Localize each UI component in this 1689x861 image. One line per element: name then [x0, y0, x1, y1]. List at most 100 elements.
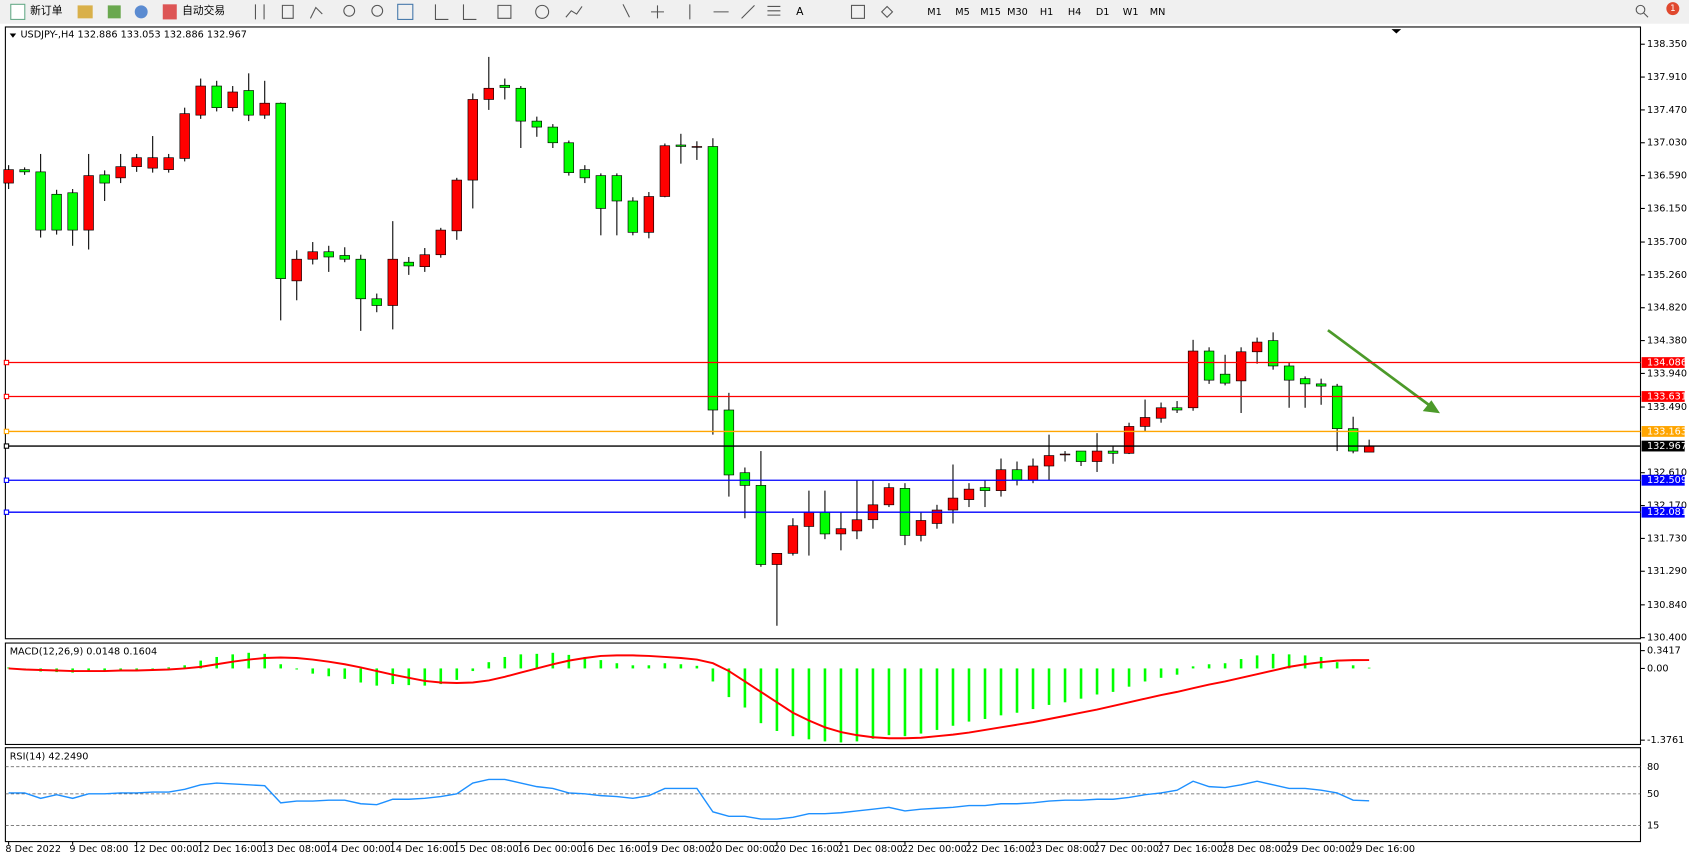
candle-body	[67, 192, 78, 231]
candle-body	[291, 258, 302, 282]
price-label-bg	[1641, 426, 1685, 437]
notification-badge[interactable]	[1666, 2, 1680, 16]
macd-bar	[519, 654, 523, 669]
candle-body	[1155, 407, 1167, 419]
price-label-bg	[1641, 474, 1685, 486]
macd-bar	[1223, 663, 1227, 669]
tool-A[interactable]: A	[796, 5, 804, 18]
x-tick-label: 14 Dec 00:00	[326, 844, 391, 855]
timeframe-button[interactable]: MN	[1150, 7, 1166, 18]
timeframe-button[interactable]: M5	[955, 7, 970, 18]
x-tick-label: 29 Dec 00:00	[1286, 844, 1351, 855]
chart-type-icons[interactable]	[254, 4, 323, 20]
x-tick-label: 13 Dec 08:00	[261, 844, 326, 855]
arrows-icon[interactable]	[880, 5, 894, 19]
macd-bar	[135, 668, 138, 670]
macd-bar	[1031, 668, 1035, 710]
macd-bar	[215, 656, 218, 669]
timeframe-button[interactable]: W1	[1123, 7, 1139, 18]
macd-bar	[439, 668, 443, 685]
price-label: 134.086	[1647, 358, 1687, 369]
candle-body	[979, 487, 991, 491]
signal-line	[8, 654, 1370, 740]
toolbar-icon[interactable]	[77, 5, 93, 19]
toolbar-icon[interactable]	[134, 5, 148, 19]
periods-icon[interactable]	[535, 4, 550, 19]
macd-bar	[1335, 662, 1339, 669]
candle-body	[387, 258, 398, 306]
macd-bar	[375, 668, 379, 686]
line-anchor	[3, 428, 10, 435]
toolbar: 新订单 自动交易 A 1 M1 M5 M15 M30 H1 H4 D1 W1 MN	[0, 0, 1689, 24]
y-tick-label: 131.290	[1647, 566, 1687, 577]
y-tick-label: 133.490	[1647, 402, 1687, 413]
macd-bar	[1079, 668, 1083, 699]
timeframe-button[interactable]: D1	[1096, 7, 1110, 18]
candle-body	[1315, 383, 1327, 387]
candle-body	[771, 553, 783, 565]
macd-bar	[183, 665, 186, 669]
tile-icon[interactable]	[397, 3, 414, 20]
macd-bar	[1143, 668, 1147, 682]
macd-bar	[7, 667, 10, 669]
x-tick-label: 27 Dec 16:00	[1158, 844, 1223, 855]
price-label-bg	[1641, 357, 1685, 368]
candle-body	[915, 520, 927, 536]
candle-body	[675, 144, 687, 147]
candle-body	[611, 175, 623, 202]
macd-bar	[1271, 653, 1275, 669]
timeframe-button[interactable]: M15	[980, 7, 1001, 18]
timeframe-button[interactable]: H4	[1068, 7, 1081, 18]
candle-body	[147, 157, 158, 169]
price-label-bg	[1641, 440, 1685, 452]
macd-bar	[791, 668, 795, 737]
macd-bar	[1239, 659, 1243, 669]
new-order-icon[interactable]	[10, 3, 26, 20]
candle-body	[35, 171, 46, 231]
candle-body	[1235, 351, 1247, 382]
macd-bar	[279, 664, 283, 669]
price-label-bg	[1641, 506, 1685, 518]
candle-body	[579, 169, 591, 179]
macd-bar	[1095, 668, 1099, 695]
x-tick-label: 19 Dec 08:00	[646, 844, 711, 855]
macd-bar	[919, 668, 923, 734]
text-label-icon[interactable]	[850, 4, 865, 19]
line-anchor	[3, 393, 10, 400]
toolbar-icon[interactable]	[107, 5, 121, 19]
search-icon[interactable]	[1635, 4, 1646, 15]
macd-bar	[1191, 666, 1195, 669]
macd-bar	[391, 668, 395, 685]
y-tick-label: -1.3761	[1647, 735, 1684, 746]
new-order-button[interactable]: 新订单	[30, 4, 63, 17]
timeframe-button[interactable]: M1	[927, 7, 942, 18]
macd-bar	[487, 662, 491, 669]
x-tick-label: 21 Dec 08:00	[838, 844, 903, 855]
candle-body	[1027, 465, 1039, 481]
price-label: 132.967	[1647, 441, 1687, 452]
zoom-out[interactable]	[371, 4, 384, 17]
timeframe-button[interactable]: H1	[1040, 7, 1053, 18]
x-tick-label: 9 Dec 08:00	[69, 844, 128, 855]
y-tick-label: 50	[1647, 789, 1659, 800]
candle-body	[1171, 407, 1183, 411]
zoom-in[interactable]	[343, 4, 356, 17]
x-tick-label: 22 Dec 00:00	[902, 844, 967, 855]
candle-body	[483, 87, 494, 100]
macd-bar	[855, 668, 859, 742]
candle-body	[515, 87, 526, 122]
price-label-bg	[1641, 391, 1685, 402]
macd-bar	[119, 668, 122, 671]
tool-icons[interactable]	[434, 4, 781, 20]
auto-trading-icon[interactable]	[162, 4, 177, 20]
x-tick-label: 14 Dec 16:00	[390, 844, 455, 855]
symbol-menu-arrow[interactable]	[9, 33, 17, 38]
auto-trading-button[interactable]: 自动交易	[182, 4, 225, 17]
candle-body	[803, 511, 815, 527]
candle-body	[947, 497, 959, 511]
macd-bar	[775, 668, 779, 731]
macd-bar	[1255, 655, 1259, 669]
candle-body	[627, 200, 639, 233]
timeframe-button[interactable]: M30	[1007, 7, 1028, 18]
macd-bar	[1303, 655, 1307, 669]
